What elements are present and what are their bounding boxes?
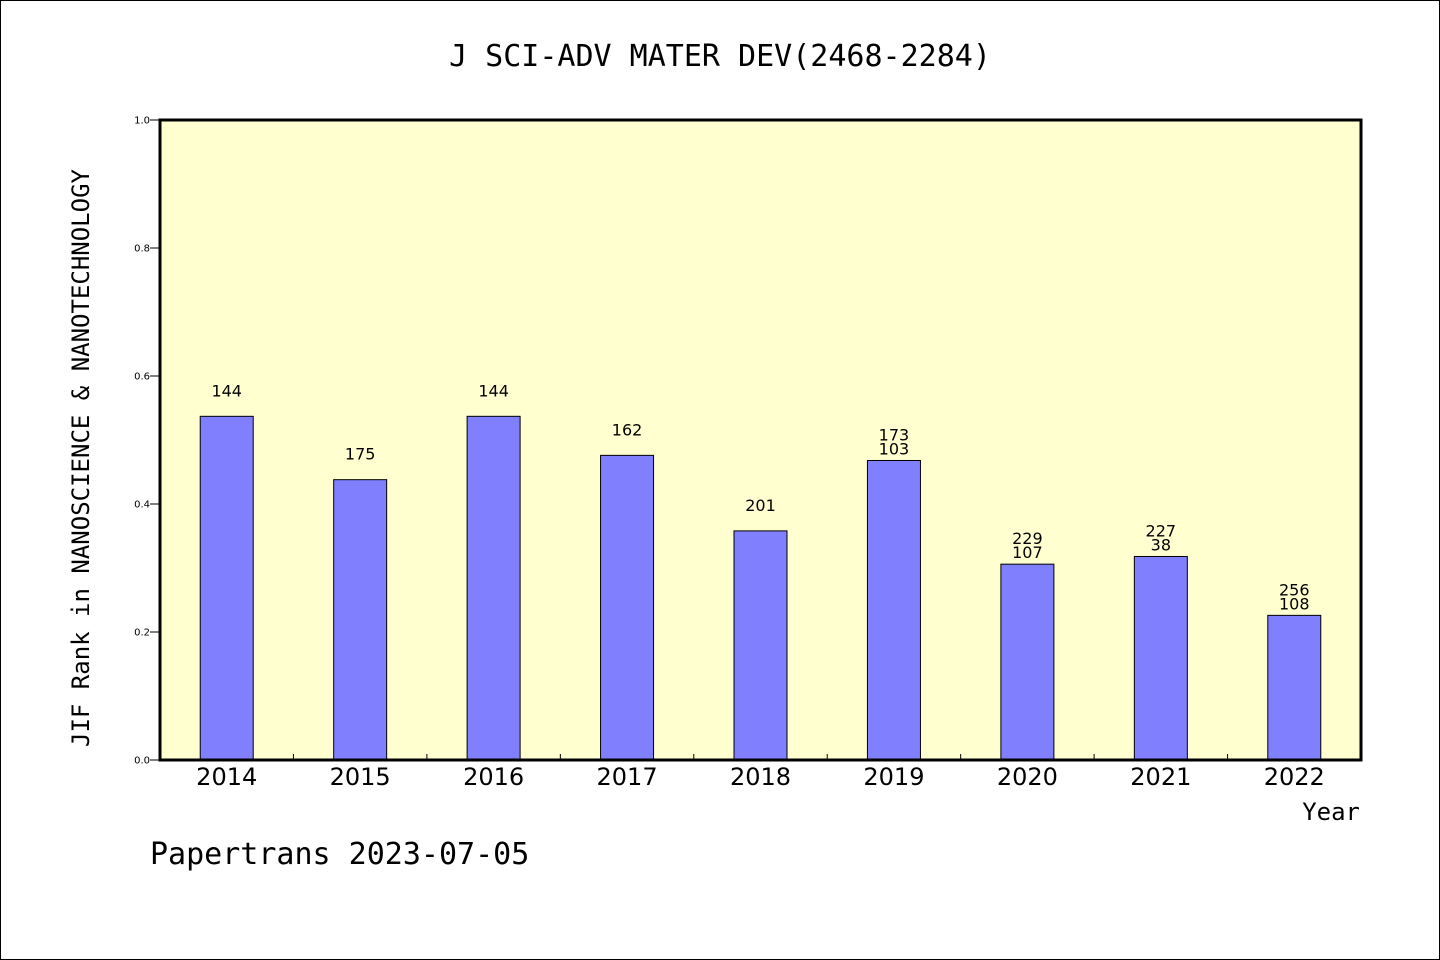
- x-axis-label: Year: [1302, 798, 1360, 826]
- bar-2015: [333, 479, 388, 761]
- x-tick-label-2018: 2018: [730, 763, 791, 791]
- bar-label-bottom-2020: 107: [1012, 543, 1043, 562]
- bar-2016: [466, 415, 521, 761]
- bar-2020: [1000, 563, 1055, 761]
- y-tick-label: 0.0: [134, 756, 150, 767]
- x-tick-label-2014: 2014: [196, 763, 257, 791]
- bar-2014: [199, 415, 254, 761]
- bar-label-top-2014: 144: [211, 381, 242, 400]
- bar-label-top-2022: 256: [1279, 580, 1310, 599]
- y-tick-label: 0.2: [134, 628, 150, 639]
- bar-label-bottom-2022: 108: [1279, 594, 1310, 613]
- bar-label-top-2019: 173: [879, 425, 910, 444]
- bar-label-top-2018: 201: [745, 496, 776, 515]
- bar-2019: [866, 459, 921, 761]
- y-tick-label: 0.6: [134, 372, 150, 383]
- bar-2021: [1133, 555, 1188, 761]
- x-tick-label-2016: 2016: [463, 763, 524, 791]
- bar-2022: [1267, 614, 1322, 761]
- bar-label-bottom-2021: 38: [1151, 535, 1171, 554]
- bar-label-top-2020: 229: [1012, 529, 1043, 548]
- y-tick-label: 1.0: [134, 116, 150, 127]
- footer-text: Papertrans 2023-07-05: [150, 837, 529, 872]
- chart-title: J SCI-ADV MATER DEV(2468-2284): [449, 39, 991, 74]
- y-axis-label: JIF Rank in NANOSCIENCE & NANOTECHNOLOGY: [67, 168, 95, 747]
- bar-label-top-2017: 162: [612, 420, 643, 439]
- y-tick-label: 0.8: [134, 244, 150, 255]
- x-tick-label-2022: 2022: [1264, 763, 1325, 791]
- x-tick-label-2021: 2021: [1130, 763, 1191, 791]
- x-tick-label-2019: 2019: [863, 763, 924, 791]
- y-tick-label: 0.4: [134, 500, 150, 511]
- bar-2017: [600, 454, 655, 761]
- x-tick-label-2020: 2020: [997, 763, 1058, 791]
- x-tick-label-2017: 2017: [597, 763, 658, 791]
- plot-border: [158, 118, 1363, 762]
- x-tick-label-2015: 2015: [330, 763, 391, 791]
- bar-label-top-2021: 227: [1146, 521, 1177, 540]
- bar-label-bottom-2019: 103: [879, 439, 910, 458]
- bar-label-top-2016: 144: [478, 381, 509, 400]
- bar-2018: [733, 530, 788, 761]
- bar-label-top-2015: 175: [345, 445, 376, 464]
